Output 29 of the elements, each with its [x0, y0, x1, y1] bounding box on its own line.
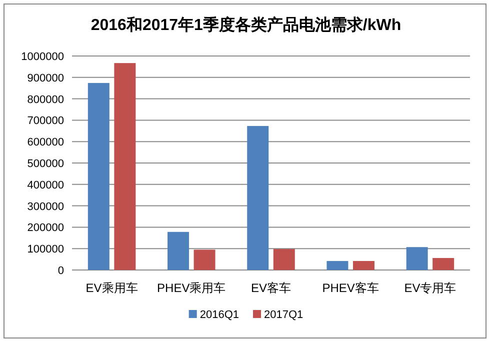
y-tick-label: 800000 — [27, 94, 64, 106]
legend-label: 2016Q1 — [200, 309, 239, 321]
x-tick-label: EV乘用车 — [86, 281, 138, 295]
y-tick-label: 900000 — [27, 72, 64, 84]
chart-title: 2016和2017年1季度各类产品电池需求/kWh — [90, 15, 402, 34]
y-tick-label: 1000000 — [21, 51, 64, 63]
x-tick-label: PHEV乘用车 — [157, 281, 226, 295]
bar — [326, 261, 348, 270]
bar — [168, 232, 190, 270]
y-tick-label: 600000 — [27, 136, 64, 149]
bar — [273, 249, 295, 270]
y-tick-label: 100000 — [27, 244, 64, 256]
legend-label: 2017Q1 — [264, 309, 304, 321]
y-tick-label: 400000 — [27, 179, 64, 192]
bar — [352, 261, 374, 270]
y-tick-label: 0 — [58, 265, 64, 277]
y-tick-label: 500000 — [27, 158, 64, 170]
bar — [406, 247, 428, 270]
x-tick-label: PHEV客车 — [322, 281, 379, 295]
y-tick-label: 200000 — [27, 222, 64, 234]
x-tick-label: EV专用车 — [404, 281, 456, 295]
bar — [114, 63, 136, 270]
bar — [88, 82, 110, 270]
x-tick-label: EV客车 — [250, 281, 292, 295]
bar — [432, 258, 454, 270]
bar — [194, 250, 216, 270]
bar — [247, 126, 269, 270]
y-tick-label: 700000 — [27, 115, 64, 128]
y-tick-label: 300000 — [27, 200, 64, 213]
